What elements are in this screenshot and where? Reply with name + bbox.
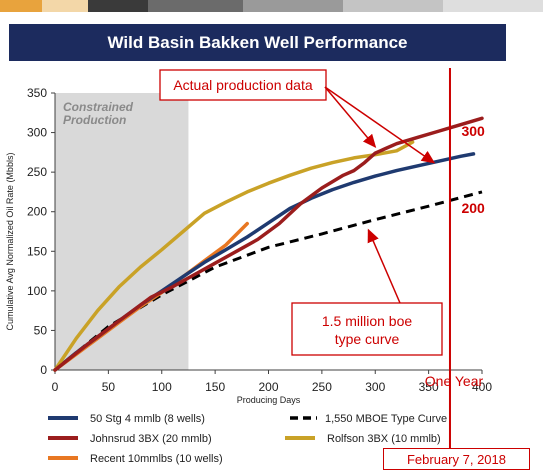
- top-color-bar: [0, 0, 543, 12]
- date-box: February 7, 2018: [383, 448, 530, 470]
- legend-label-1: 1,550 MBOE Type Curve: [325, 413, 447, 425]
- annotation-arrow-type-curve-0: [367, 228, 401, 304]
- legend-label-0: 50 Stg 4 mmlb (8 wells): [90, 413, 205, 425]
- top-bar-segment: [0, 0, 42, 12]
- chart-title-bar: Wild Basin Bakken Well Performance: [9, 24, 506, 61]
- legend-label-2: Johnsrud 3BX (20 mmlb): [90, 433, 212, 445]
- top-bar-segment: [243, 0, 343, 12]
- x-tick-label: 150: [205, 380, 225, 394]
- series-line-1: [54, 190, 483, 372]
- y-tick-label: 50: [34, 323, 48, 337]
- annotation-arrow-actual-1: [324, 86, 436, 164]
- x-tick-label: 300: [365, 380, 385, 394]
- y-tick-label: 350: [27, 86, 47, 100]
- annotation-text-actual: Actual production data: [173, 77, 313, 93]
- constrained-label-line1: Constrained: [63, 100, 134, 114]
- top-bar-segment: [343, 0, 443, 12]
- y-tick-label: 300: [27, 126, 47, 140]
- series-line-3: [53, 140, 415, 372]
- top-bar-segment: [443, 0, 543, 12]
- x-tick-label: 400: [472, 380, 492, 394]
- y-tick-label: 250: [27, 165, 47, 179]
- one-year-label: One Year: [425, 373, 484, 389]
- x-tick-label: 350: [419, 380, 439, 394]
- date-label: February 7, 2018: [406, 451, 506, 467]
- y-tick-label: 100: [27, 284, 47, 298]
- y-tick-label: 150: [27, 244, 47, 258]
- top-bar-segment: [88, 0, 148, 12]
- x-tick-label: 50: [102, 380, 116, 394]
- x-tick-label: 100: [152, 380, 172, 394]
- chart-title: Wild Basin Bakken Well Performance: [107, 32, 408, 52]
- constrained-label-line2: Production: [63, 113, 126, 127]
- annotation-text-type-curve-1: 1.5 million boe: [322, 313, 412, 329]
- y-axis-label: Cumulative Avg Normalized Oil Rate (Mbbl…: [5, 153, 15, 331]
- value-label-200: 200: [461, 200, 485, 216]
- y-tick-label: 200: [27, 205, 47, 219]
- top-bar-segment: [148, 0, 243, 12]
- y-tick-label: 0: [40, 363, 47, 377]
- x-tick-label: 250: [312, 380, 332, 394]
- value-label-300: 300: [461, 123, 485, 139]
- x-tick-label: 200: [258, 380, 278, 394]
- x-axis-label: Producing Days: [237, 395, 301, 405]
- legend-label-3: Rolfson 3BX (10 mmlb): [327, 433, 441, 445]
- annotation-arrow-actual-0: [324, 86, 377, 148]
- annotation-box-type-curve: [291, 302, 443, 356]
- x-tick-label: 0: [52, 380, 59, 394]
- legend-label-4: Recent 10mmlbs (10 wells): [90, 453, 223, 465]
- annotation-box-actual: [159, 69, 327, 101]
- constrained-region: [55, 93, 189, 370]
- top-bar-segment: [42, 0, 88, 12]
- annotation-text-type-curve-2: type curve: [335, 331, 400, 347]
